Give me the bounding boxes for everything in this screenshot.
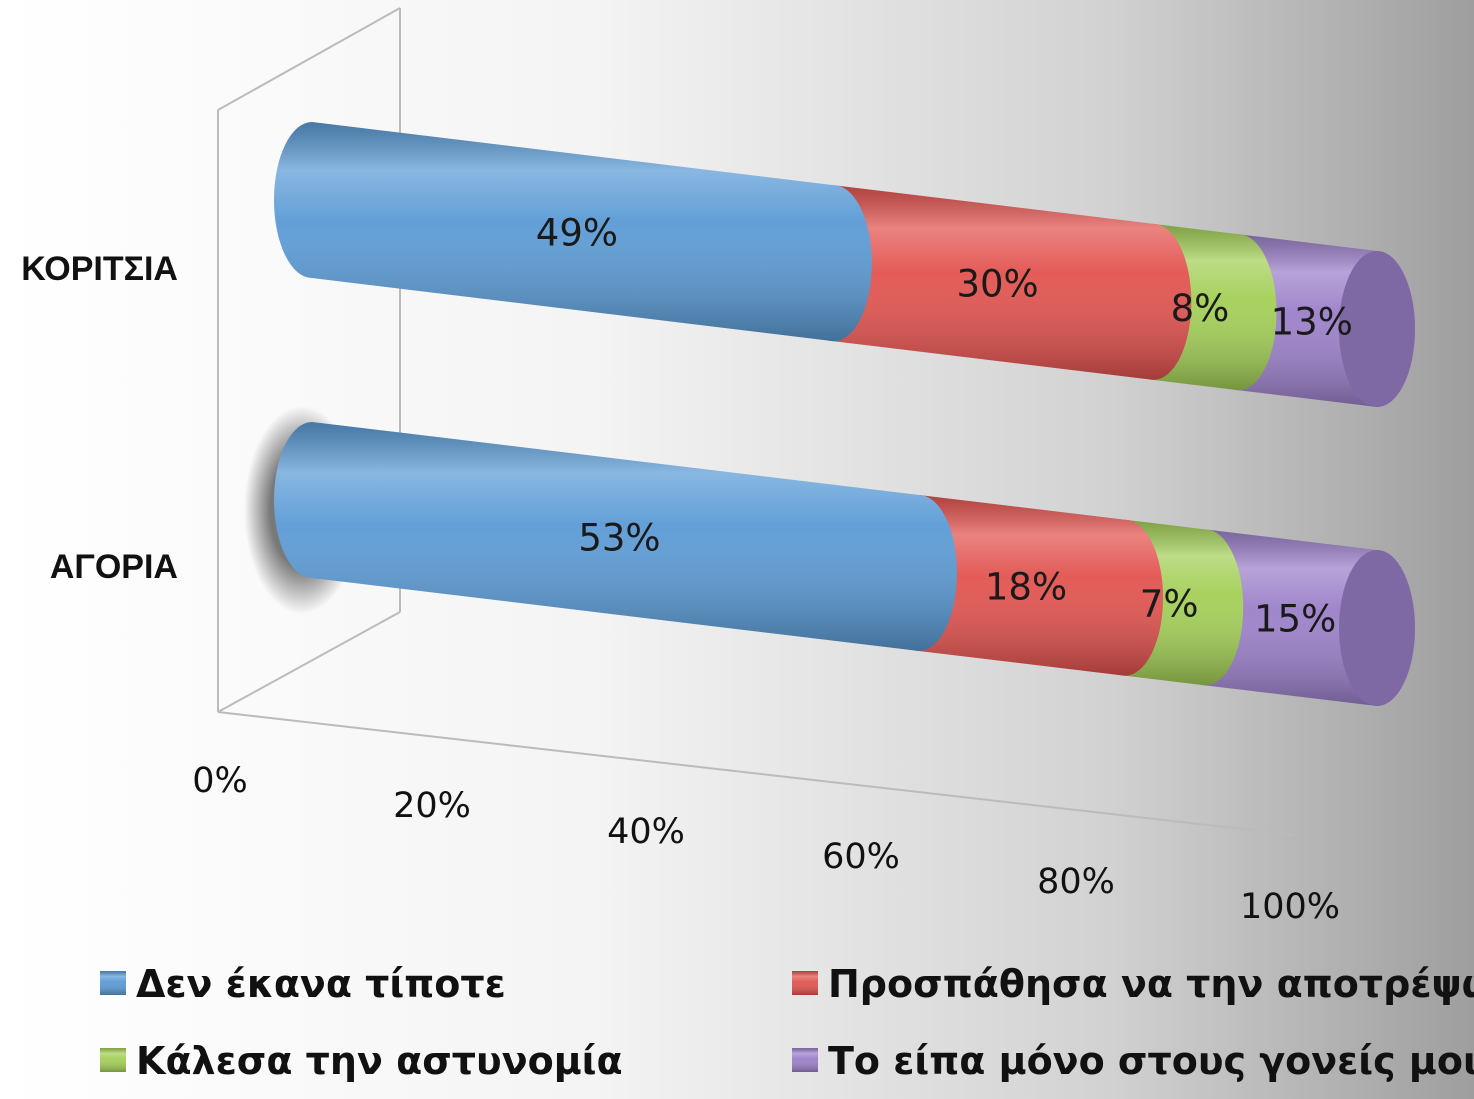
legend-label: Προσπάθησα να την αποτρέψω: [828, 962, 1474, 1006]
data-label-αγορια-3: 7%: [1140, 583, 1199, 626]
x-tick-label-2: 40%: [607, 812, 685, 852]
bar-end-cap-face: [1339, 550, 1415, 706]
data-label-κοριτσια-3: 8%: [1171, 287, 1230, 330]
bar-segment-shading: [274, 422, 957, 651]
legend-swatch-shading: [100, 1048, 126, 1072]
bar-end-cap: [1339, 251, 1415, 407]
legend-swatch-shading: [792, 971, 818, 995]
data-label-κοριτσια-1: 49%: [536, 212, 618, 255]
bar-segment-κοριτσια-1: [274, 122, 872, 342]
category-label-κοριτσια: ΚΟΡΙΤΣΙΑ: [21, 250, 178, 288]
x-tick-label-0: 0%: [192, 761, 248, 801]
floor-front-edge: [217, 711, 1296, 836]
legend-label: Κάλεσα την αστυνομία: [136, 1039, 623, 1083]
bar-αγορια: 53% 18% 7% 15%: [244, 406, 1415, 706]
category-label-αγορια: ΑΓΟΡΙΑ: [50, 548, 178, 586]
bar-end-cap: [1339, 550, 1415, 706]
legend-item-3: Κάλεσα την αστυνομία: [100, 1039, 623, 1083]
category-axis: ΚΟΡΙΤΣΙΑ ΑΓΟΡΙΑ: [21, 250, 178, 586]
x-tick-label-1: 20%: [393, 786, 471, 826]
plot-frame: [217, 7, 1296, 836]
legend-label: Το είπα μόνο στους γονείς μου: [828, 1039, 1474, 1083]
floor-left-edge: [217, 611, 401, 713]
legend-item-2: Προσπάθησα να την αποτρέψω: [792, 962, 1474, 1006]
data-label-αγορια-2: 18%: [985, 565, 1067, 608]
value-axis: 0% 20% 40% 60% 80% 100%: [192, 761, 1340, 927]
legend-label: Δεν έκανα τίποτε: [136, 962, 506, 1006]
bar-end-cap-shade: [1339, 550, 1415, 706]
data-label-κοριτσια-2: 30%: [956, 263, 1038, 306]
legend: Δεν έκανα τίποτε Προσπάθησα να την αποτρέ…: [100, 962, 1474, 1083]
legend-item-1: Δεν έκανα τίποτε: [100, 962, 506, 1006]
legend-swatch-shading: [100, 971, 126, 995]
bar-end-cap-shade: [1339, 251, 1415, 407]
x-tick-label-3: 60%: [822, 837, 900, 877]
bar-segment-shading: [274, 122, 872, 342]
back-wall-top-edge: [217, 7, 401, 111]
legend-item-4: Το είπα μόνο στους γονείς μου: [792, 1039, 1474, 1083]
data-label-αγορια-4: 15%: [1254, 598, 1336, 641]
x-tick-label-4: 80%: [1037, 862, 1115, 902]
x-tick-label-5: 100%: [1240, 887, 1340, 927]
legend-swatch-shading: [792, 1048, 818, 1072]
bar-segment-κοριτσια-2: [795, 185, 1192, 380]
bar-segment-shading: [795, 185, 1192, 380]
bar-segment-αγορια-1: [274, 422, 957, 651]
data-label-αγορια-1: 53%: [578, 516, 660, 559]
bar-κοριτσια: 49% 30% 8% 13%: [274, 122, 1415, 407]
data-label-κοριτσια-4: 13%: [1271, 301, 1353, 344]
bar-end-cap-face: [1339, 251, 1415, 407]
bars-layer: 49% 30% 8% 13% 53% 18% 7% 15%: [244, 122, 1415, 706]
